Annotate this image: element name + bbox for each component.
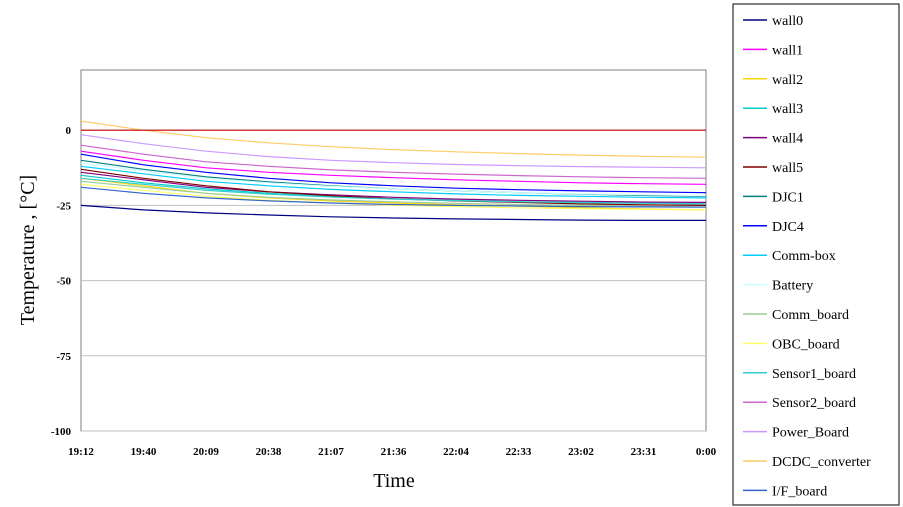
legend-label: DCDC_converter bbox=[772, 455, 871, 470]
x-tick-label: 21:36 bbox=[381, 446, 407, 458]
y-tick-label: -100 bbox=[51, 426, 72, 438]
plot-area bbox=[80, 69, 707, 432]
legend-item: Battery bbox=[743, 279, 813, 294]
legend-item: OBC_board bbox=[743, 337, 840, 352]
legend-label: Sensor2_board bbox=[772, 396, 856, 411]
y-axis-title: Temperature , [°C] bbox=[17, 175, 39, 325]
legend: wall0 wall1 wall2 wall3 wall4 wall5 DJC1 DJC4 Co… bbox=[743, 14, 871, 499]
legend-label: Battery bbox=[772, 279, 813, 294]
series-line-i-f-board bbox=[80, 186, 707, 208]
series-lines bbox=[80, 120, 707, 221]
series-line-battery bbox=[80, 162, 707, 197]
legend-item: DCDC_converter bbox=[743, 455, 871, 470]
legend-item: DJC1 bbox=[743, 190, 804, 205]
y-axis-ticks: 0 -25 -50 -75 -100 bbox=[51, 125, 72, 438]
x-tick-label: 19:12 bbox=[68, 446, 94, 458]
x-tick-label: 20:38 bbox=[256, 446, 282, 458]
x-tick-label: 0:00 bbox=[696, 446, 717, 458]
legend-label: DJC4 bbox=[772, 220, 804, 235]
legend-item: Power_Board bbox=[743, 426, 849, 441]
legend-item: wall3 bbox=[743, 102, 803, 117]
legend-label: Comm_board bbox=[772, 308, 849, 323]
series-line-wall0 bbox=[80, 204, 706, 221]
legend-label: wall3 bbox=[772, 102, 803, 117]
y-tick-label: -75 bbox=[56, 351, 71, 363]
x-axis-ticks: 19:12 19:40 20:09 20:38 21:07 21:36 22:04 22:33… bbox=[68, 446, 716, 458]
x-tick-label: 22:33 bbox=[506, 446, 532, 458]
legend-label: OBC_board bbox=[772, 337, 840, 352]
legend-item: wall1 bbox=[743, 43, 803, 58]
y-tick-label: -25 bbox=[56, 200, 71, 212]
legend-item: wall0 bbox=[743, 14, 803, 29]
x-tick-label: 21:07 bbox=[318, 446, 344, 458]
legend-label: wall1 bbox=[772, 43, 803, 58]
legend-label: wall5 bbox=[772, 161, 803, 176]
series-line-sensor2-board bbox=[80, 144, 707, 179]
x-tick-label: 22:04 bbox=[443, 446, 469, 458]
legend-item: wall4 bbox=[743, 132, 803, 147]
series-line-comm-box bbox=[80, 165, 707, 199]
legend-label: I/F_board bbox=[772, 484, 827, 499]
legend-item: Comm_board bbox=[743, 308, 849, 323]
legend-label: wall0 bbox=[772, 14, 803, 29]
y-tick-label: -50 bbox=[56, 276, 71, 288]
series-line-dcdc-converter bbox=[80, 120, 707, 158]
x-tick-label: 23:02 bbox=[568, 446, 594, 458]
legend-item: I/F_board bbox=[743, 484, 827, 499]
x-axis-title: Time bbox=[373, 470, 415, 492]
x-tick-label: 19:40 bbox=[131, 446, 157, 458]
legend-label: Power_Board bbox=[772, 426, 849, 441]
x-tick-label: 20:09 bbox=[193, 446, 219, 458]
series-line-sensor1-board bbox=[80, 177, 707, 205]
legend-label: DJC1 bbox=[772, 190, 804, 205]
series-line-wall1 bbox=[80, 150, 707, 185]
series-line-wall4 bbox=[80, 171, 707, 203]
series-line-power-board bbox=[80, 134, 707, 169]
legend-item: Sensor1_board bbox=[743, 367, 856, 382]
legend-item: Sensor2_board bbox=[743, 396, 856, 411]
legend-label: Sensor1_board bbox=[772, 367, 856, 382]
legend-item: wall2 bbox=[743, 73, 803, 88]
legend-label: wall4 bbox=[772, 132, 803, 147]
legend-item: Comm-box bbox=[743, 249, 836, 264]
legend-label: wall2 bbox=[772, 73, 803, 88]
legend-item: wall5 bbox=[743, 161, 803, 176]
x-tick-label: 23:31 bbox=[631, 446, 657, 458]
series-line-djc4 bbox=[80, 153, 707, 194]
legend-label: Comm-box bbox=[772, 249, 836, 264]
legend-item: DJC4 bbox=[743, 220, 804, 235]
series-line-comm-board bbox=[80, 180, 707, 208]
y-tick-label: 0 bbox=[66, 125, 72, 137]
